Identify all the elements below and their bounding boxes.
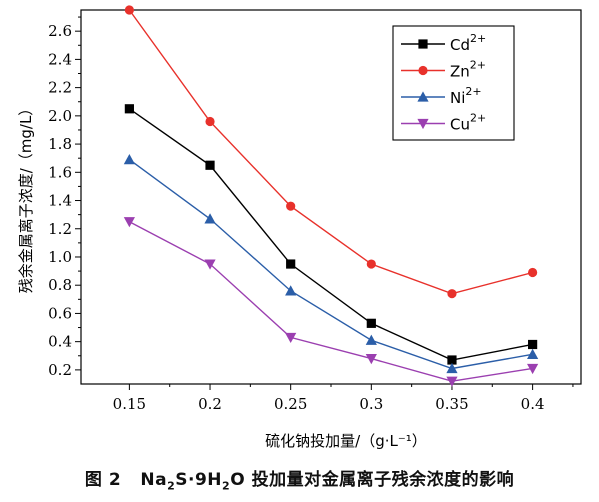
y-tick-label: 1.0 — [48, 248, 72, 266]
y-tick-label: 1.8 — [48, 135, 72, 153]
data-point — [366, 259, 376, 269]
data-point — [124, 5, 134, 15]
legend-marker — [418, 65, 428, 76]
series-cd — [124, 104, 538, 365]
y-tick-label: 2.4 — [48, 50, 72, 68]
data-point — [205, 116, 215, 127]
data-point — [205, 160, 215, 170]
data-point — [447, 289, 457, 299]
y-tick-label: 2.6 — [48, 22, 72, 40]
y-tick-label: 0.2 — [48, 361, 72, 379]
y-tick-label: 0.8 — [48, 276, 72, 294]
data-point — [366, 318, 376, 328]
y-tick-label: 0.6 — [48, 304, 72, 322]
legend-charge: 2+ — [465, 85, 481, 98]
x-tick-label: 0.25 — [274, 395, 307, 413]
series-line — [129, 221, 533, 382]
data-point — [123, 154, 135, 165]
data-point — [285, 332, 297, 344]
y-tick-label: 1.2 — [48, 220, 72, 238]
y-tick-label: 2.2 — [48, 79, 72, 97]
legend-marker — [418, 39, 428, 49]
data-point — [365, 334, 377, 345]
series-line — [128, 108, 533, 361]
y-axis-title: 残余金属离子浓度/（mg/L） — [17, 101, 35, 294]
caption-formula: Na2S·9H2O — [140, 470, 246, 493]
data-point — [365, 353, 377, 365]
x-tick-label: 0.3 — [359, 395, 383, 413]
series-zn — [124, 5, 538, 299]
legend-charge: 2+ — [470, 59, 486, 72]
y-tick-label: 0.4 — [48, 333, 72, 351]
figure-caption: 图 2 Na2S·9H2O 投加量对金属离子残余浓度的影响 — [0, 465, 599, 492]
figure-label: 图 2 — [84, 470, 122, 490]
data-point — [446, 362, 458, 374]
x-tick-label: 0.4 — [521, 395, 545, 413]
data-point — [285, 285, 297, 296]
caption-text: 投加量对金属离子残余浓度的影响 — [251, 470, 515, 490]
data-point — [286, 201, 296, 211]
legend: Cd2+Zn2+Ni2+Cu2+ — [392, 25, 515, 141]
series-cu — [123, 217, 539, 387]
x-axis-title: 硫化钠投加量/（g·L⁻¹） — [265, 432, 427, 450]
data-point — [446, 376, 458, 387]
data-point — [447, 355, 457, 365]
data-point — [528, 267, 538, 278]
legend-box — [392, 25, 515, 141]
legend-charge: 2+ — [470, 32, 486, 45]
data-point — [124, 104, 134, 114]
chart: 0.2 0.4 0.6 0.8 1.0 1.2 1.4 1.6 1.8 2.0 2.2 2.4 2.6 0… — [17, 5, 582, 450]
x-tick-label: 0.35 — [435, 395, 468, 413]
series-ni — [123, 154, 539, 374]
data-point — [527, 348, 539, 359]
x-tick-label: 0.15 — [113, 395, 146, 413]
y-tick-label: 2.0 — [48, 107, 72, 125]
legend-marker — [417, 118, 429, 130]
data-point — [123, 217, 135, 228]
y-tick-label: 1.6 — [48, 163, 72, 181]
series-line — [128, 9, 533, 295]
legend-marker — [417, 91, 429, 102]
data-point — [204, 259, 216, 270]
x-tick-label: 0.2 — [198, 395, 222, 413]
data-point — [528, 339, 538, 350]
data-point — [204, 213, 216, 224]
series-line — [128, 159, 533, 370]
data-point — [286, 259, 296, 269]
y-tick-label: 1.4 — [48, 192, 72, 210]
legend-charge: 2+ — [470, 112, 486, 125]
data-point — [527, 363, 539, 375]
